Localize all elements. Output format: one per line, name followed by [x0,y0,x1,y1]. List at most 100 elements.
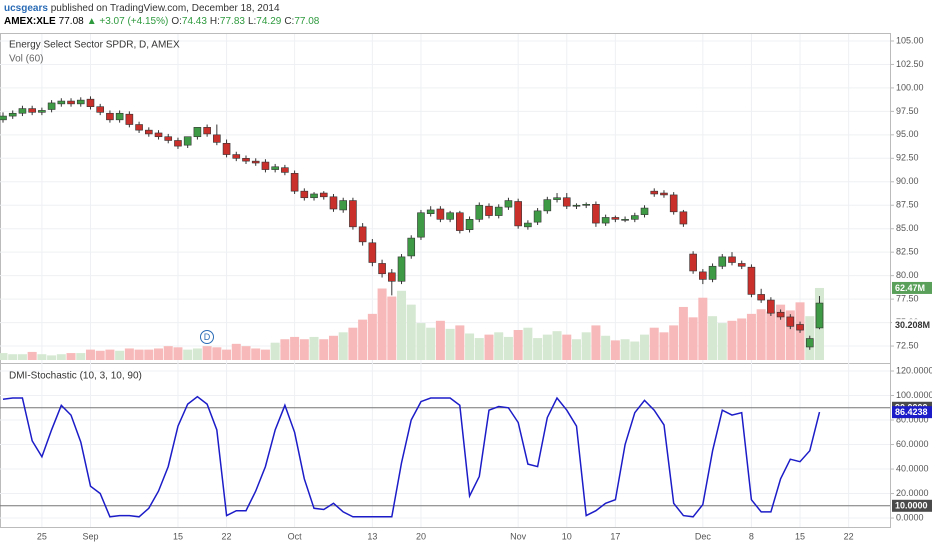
volume-bar [445,328,455,360]
volume-bar [309,336,319,360]
volume-last-label: 62.47M [895,283,925,293]
volume-bar [659,332,669,360]
candle-body [572,204,581,207]
volume-bar [640,334,650,360]
y-tick-label: 97.50 [896,106,919,116]
candle-body [640,207,649,215]
c-label: C: [284,16,295,27]
volume-bar [513,330,523,360]
candle-body [796,324,804,331]
candle-body [8,112,17,117]
candle-body [417,212,425,238]
y-tick-label: 87.50 [896,200,919,210]
candle-body [358,226,367,243]
candle-body [475,204,484,220]
candle-body [86,98,95,107]
candle-body [154,132,163,138]
volume-bar [76,353,86,360]
volume-bar [377,288,387,360]
candle-body [718,256,727,267]
candle-body [426,209,435,214]
x-tick-label: 13 [367,531,377,541]
candle-body [300,190,309,199]
candle-body [222,142,231,155]
candle-body [815,302,824,329]
candle-body [446,212,454,220]
volume-bar [406,304,416,360]
volume-bar [610,340,620,360]
x-tick-label: 17 [610,531,620,541]
candle-body [47,102,56,110]
volume-bar [474,338,484,360]
volume-bar [183,349,193,360]
candle-body [378,263,386,275]
dividend-text: D [204,332,211,342]
volume-bar [241,346,251,360]
candle-body [650,190,659,195]
x-tick-label: 10 [562,531,572,541]
candle-body [310,193,318,199]
candle-body [436,208,445,220]
volume-bar [688,317,698,360]
volume-bar [192,348,202,360]
candle-body [737,263,746,267]
volume-bar [280,339,290,360]
y-tick-label: 105.00 [896,35,924,45]
level-label-box [892,499,932,512]
candle-body [125,113,134,125]
volume-bar [397,290,407,360]
candle-body [319,192,328,198]
y-tick-label: 20.0000 [896,488,929,498]
dividend-marker[interactable] [200,330,214,344]
volume-bar [299,339,309,360]
candle-body [669,194,678,213]
candle-body [630,215,639,220]
c: 77.08 [294,16,320,27]
volume-title: Vol (60) [9,54,43,65]
y-tick-label: 80.00 [896,270,919,280]
candle-body [271,166,279,170]
candle-body [387,272,396,282]
candle-body [329,196,338,210]
candle-body [193,127,202,138]
candle-body [242,158,250,162]
volume-bar [134,349,144,360]
candle-body [106,112,114,121]
y-tick-label: 80.0000 [896,414,929,424]
y-tick-label: 100.0000 [896,390,932,400]
volume-bar [455,325,465,360]
level-label: 10.0000 [895,501,928,511]
volume-bar [8,354,18,360]
volume-bar [523,327,533,360]
x-tick-label: Oct [288,531,303,541]
candle-body [757,294,765,301]
volume-bar [37,354,47,360]
y-tick-label: 92.50 [896,153,919,163]
volume-bar [270,342,280,360]
symbol: AMEX:XLE [4,16,56,27]
volume-bar [319,339,329,360]
volume-bar [717,323,727,360]
volume-bar [163,346,173,360]
volume-bar [173,347,183,360]
candle-body [621,219,629,221]
volume-bar [358,319,368,360]
candle-body [592,204,600,224]
grid [0,34,890,527]
volume-bar [766,311,776,360]
change: ▲ +3.07 (+4.15%) [86,16,169,27]
candle-body [38,110,46,113]
author[interactable]: ucsgears [4,3,48,14]
volume-bar [222,349,232,360]
y-tick-label: 40.0000 [896,463,929,473]
candle-body [368,242,377,263]
y-tick-label: 100.00 [896,82,924,92]
volume-bar [95,350,105,360]
x-tick-label: 8 [749,531,754,541]
candle-body [251,160,260,164]
volume-bar [290,336,300,360]
candle-body [261,161,270,170]
candle-body [514,201,522,227]
volume-bar [416,323,426,360]
